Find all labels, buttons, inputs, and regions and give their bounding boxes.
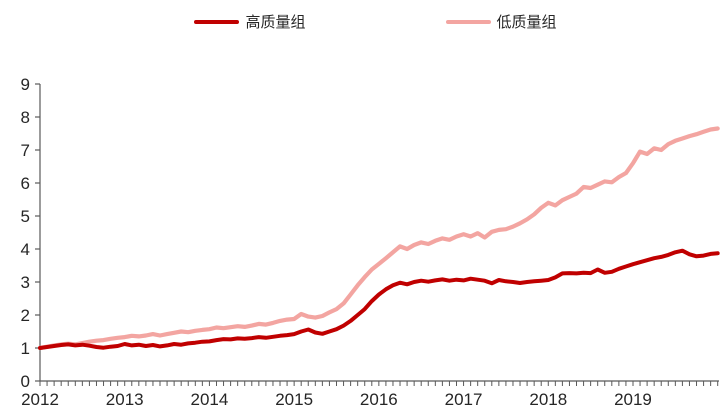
legend-line-swatch-low-quality xyxy=(445,20,491,24)
series-line-high-quality xyxy=(38,248,720,350)
y-axis-label: 7 xyxy=(21,141,30,160)
legend-label-high-quality: 高质量组 xyxy=(245,13,306,31)
y-axis-label: 3 xyxy=(21,273,30,292)
x-axis-label: 2018 xyxy=(529,390,567,409)
x-axis-label: 2017 xyxy=(445,390,483,409)
x-axis-label: 2019 xyxy=(614,390,652,409)
x-axis-label: 2012 xyxy=(21,390,59,409)
series-line-low-quality xyxy=(37,126,720,351)
x-axis-label: 2013 xyxy=(106,390,144,409)
y-axis-label: 9 xyxy=(21,75,30,94)
y-axis-label: 1 xyxy=(21,339,30,358)
legend-item-high-quality: 高质量组 xyxy=(194,13,306,31)
y-axis-label: 8 xyxy=(21,108,30,127)
legend-item-low-quality: 低质量组 xyxy=(445,13,557,31)
chart-legend: 高质量组 低质量组 xyxy=(14,10,723,34)
x-axis-label: 2015 xyxy=(275,390,313,409)
y-axis-label: 6 xyxy=(21,174,30,193)
y-axis-label: 4 xyxy=(21,240,30,259)
y-axis-label: 2 xyxy=(21,306,30,325)
legend-label-low-quality: 低质量组 xyxy=(496,13,557,31)
x-axis-label: 2016 xyxy=(360,390,398,409)
x-axis-label: 2014 xyxy=(191,390,229,409)
y-axis-label: 5 xyxy=(21,207,30,226)
y-axis-label: 0 xyxy=(21,372,30,391)
legend-line-swatch-high-quality xyxy=(194,20,240,24)
